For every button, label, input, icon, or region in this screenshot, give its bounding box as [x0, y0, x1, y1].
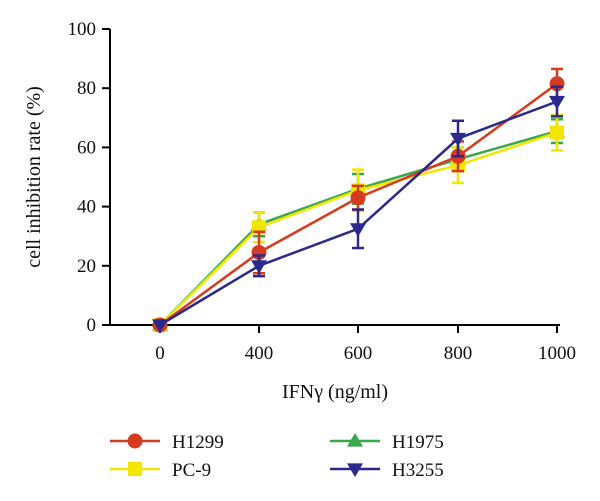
data-point	[450, 132, 466, 147]
legend-marker	[127, 433, 143, 449]
y-tick-label: 0	[87, 315, 97, 336]
legend-label: H1299	[172, 432, 224, 453]
x-tick-label: 0	[155, 343, 165, 364]
x-tick-label: 600	[344, 343, 373, 364]
axes	[109, 29, 560, 326]
y-ticks: 0 20 40 60 80 100	[68, 19, 110, 336]
series-h3255	[152, 85, 565, 333]
y-tick-label: 100	[68, 19, 97, 40]
x-tick-label: 1000	[538, 343, 576, 364]
legend-item-pc-9: PC-9	[110, 460, 211, 481]
y-tick-label: 40	[77, 197, 96, 218]
y-tick-label: 20	[77, 256, 96, 277]
data-point	[152, 319, 168, 333]
x-tick-label: 400	[245, 343, 274, 364]
legend-label: H1975	[392, 432, 444, 453]
data-point	[549, 95, 565, 110]
data-point	[550, 125, 564, 140]
y-axis-title: cell inhibition rate (%)	[23, 86, 45, 268]
x-tick-label: 800	[444, 343, 473, 364]
data-point	[350, 190, 366, 206]
data-point	[251, 260, 267, 274]
y-tick-label: 60	[77, 137, 96, 158]
x-axis-title: IFNγ (ng/ml)	[282, 381, 388, 403]
legend-item-h1299: H1299	[110, 432, 224, 453]
legend: H1299 H1975 PC-9 H3255	[110, 432, 444, 481]
legend-label: H3255	[392, 460, 444, 481]
legend-marker	[347, 433, 363, 447]
data-point	[350, 223, 366, 237]
legend-marker	[347, 463, 363, 477]
legend-item-h3255: H3255	[330, 460, 444, 481]
legend-marker	[128, 462, 142, 476]
x-ticks: 0 400 600 800 1000	[155, 325, 576, 364]
series-group	[152, 67, 565, 333]
legend-item-h1975: H1975	[330, 432, 444, 453]
y-tick-label: 80	[77, 78, 96, 99]
legend-label: PC-9	[172, 460, 211, 481]
